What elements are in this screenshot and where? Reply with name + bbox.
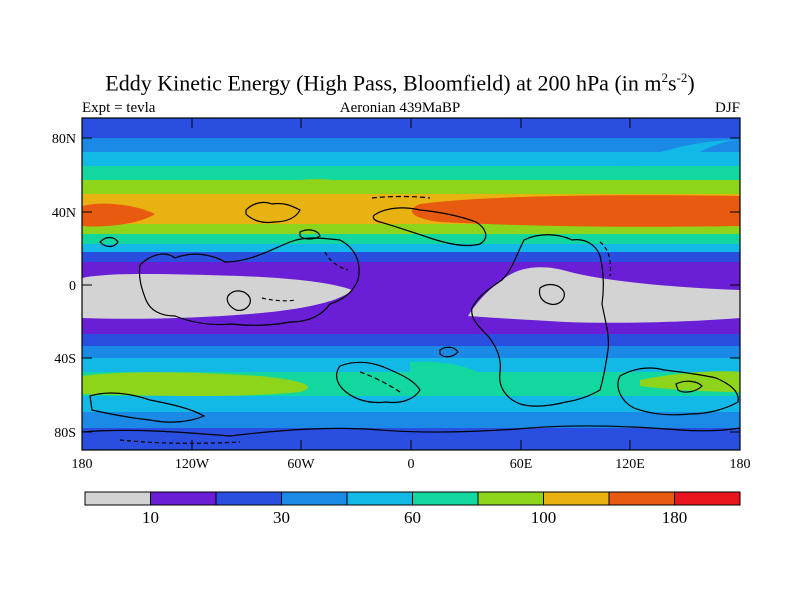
tropical-minimum-west [82,274,352,319]
period-label: Aeronian 439MaBP [339,100,461,116]
band-north-1 [82,138,740,152]
south-indian-green [410,361,480,380]
lon-label-60e: 60E [510,457,533,472]
colorbar-swatch-2 [215,491,282,506]
continent-north-coast-dash [371,195,431,199]
band-subtropic-north-1 [82,224,740,234]
season-label: DJF [714,100,740,116]
jet-east-contour-1 [411,195,740,227]
jet-north-bulge [300,178,370,194]
colorbar-label-10: 10 [142,508,159,527]
band-subtropic-north-4 [82,252,740,262]
jet-north-dip [520,180,740,194]
band-south-1 [82,334,740,346]
antarctic-dash [119,439,241,444]
lat-axis: 80N 40N 0 40S 80S [52,132,740,441]
continent-east-lake [538,283,565,305]
experiment-label: Expt = tevla [82,100,156,116]
band-subtropic-north-3 [82,244,740,252]
island-north-small [299,229,321,240]
continent-south-east-lake [675,380,703,393]
continent-south-mid [336,361,421,404]
continent-east [471,234,610,407]
lat-label-40n: 40N [52,206,76,221]
band-north-2 [82,152,740,166]
lat-label-40s: 40S [54,352,76,367]
colorbar-label-60: 60 [404,508,421,527]
band-south-6 [82,412,740,428]
band-subtropic-north-2 [82,234,740,244]
lat-label-80s: 80S [54,426,76,441]
lon-label-60w: 60W [287,457,315,472]
continent-west-lake [226,290,251,311]
coastlines [82,195,740,444]
polar-north-blue [700,140,740,152]
island-indian [439,346,459,358]
colorbar-label-100: 100 [531,508,557,527]
island-west [99,236,119,248]
antarctic-coast [82,425,740,437]
tropical-minimum-east [468,267,740,323]
continent-west-inlet [324,251,349,271]
colorbar-swatch-1 [150,491,217,506]
lon-label-180w: 180 [72,457,93,472]
lon-axis: 180 120W 60W 0 60E 120E 180 [72,118,751,472]
colorbar-label-30: 30 [273,508,290,527]
colorbar-swatch-4 [346,491,413,506]
band-north-3 [82,166,740,180]
continent-west-channel [261,297,297,302]
continent-south-east [617,367,739,416]
continent-north-sea [372,207,487,247]
lat-label-80n: 80N [52,132,76,147]
colorbar-swatch-3 [281,491,348,506]
south-jet-core [82,372,308,396]
band-south-2 [82,346,740,358]
lat-label-0: 0 [69,279,76,294]
colorbar-swatch-5 [412,491,479,506]
colorbar: 10 30 60 100 180 [84,491,741,527]
lon-label-0: 0 [408,457,415,472]
polar-north-bulge [620,140,740,166]
lon-label-120e: 120E [615,457,645,472]
chart-title: Eddy Kinetic Energy (High Pass, Bloomfie… [105,70,695,96]
continent-west [138,237,360,326]
colorbar-swatch-9 [674,491,741,506]
continent-east-coast [599,241,612,277]
lon-label-120w: 120W [175,457,210,472]
contour-field [82,118,740,450]
colorbar-swatch-8 [608,491,675,506]
continent-south-west [89,392,206,423]
colorbar-swatch-7 [543,491,610,506]
lon-label-180e: 180 [730,457,751,472]
colorbar-swatch-6 [477,491,544,506]
colorbar-swatch-0 [84,491,151,506]
band-polar-south [82,428,740,450]
continent-south-mid-dash [359,371,401,393]
continent-north-island [245,201,301,224]
jet-west-contour-1 [82,203,155,227]
colorbar-label-180: 180 [662,508,688,527]
